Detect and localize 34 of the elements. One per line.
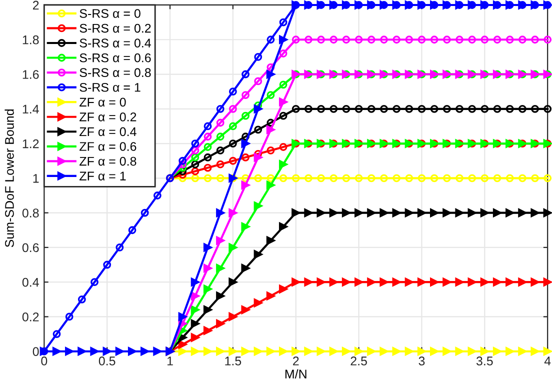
legend-label: ZF α = 1	[80, 172, 126, 180]
y-tick-label: 2	[32, 0, 39, 10]
y-tick-label: 0.2	[22, 312, 39, 322]
legend-label: S-RS α = 0.4	[80, 38, 151, 48]
x-tick-label: 0.5	[98, 356, 116, 366]
legend-label: ZF α = 0.2	[80, 112, 136, 122]
legend-label: S-RS α = 0.6	[80, 53, 151, 62]
legend-label: ZF α = 0.4	[80, 127, 136, 136]
legend-label: ZF α = 0.8	[80, 156, 136, 166]
x-tick-label: 1	[167, 356, 173, 366]
x-tick-label: 3	[418, 356, 425, 366]
x-tick-label: 0	[41, 356, 48, 366]
y-tick-label: 0.4	[22, 278, 39, 287]
x-tick-label: 3.5	[476, 356, 493, 366]
x-axis-title: M/N	[285, 369, 306, 378]
y-tick-label: 1.2	[22, 139, 39, 148]
legend-label: ZF α = 0	[80, 98, 126, 107]
legend-label: S-RS α = 0.8	[80, 68, 151, 78]
legend-label: S-RS α = 1	[80, 82, 140, 92]
y-tick-label: 0.8	[22, 208, 39, 218]
x-tick-label: 2	[293, 356, 299, 366]
y-axis-title: Sum-SDoF Lower Bound	[4, 110, 14, 248]
x-tick-label: 4	[544, 356, 551, 366]
legend-label: S-RS α = 0	[80, 9, 140, 18]
legend-label: S-RS α = 0.2	[80, 24, 151, 33]
x-tick-label: 2.5	[350, 356, 367, 366]
y-tick-label: 0.6	[22, 243, 39, 252]
y-tick-label: 1.4	[22, 104, 39, 114]
y-tick-label: 0	[32, 347, 39, 356]
y-tick-label: 1.6	[22, 70, 39, 79]
y-tick-label: 1.8	[22, 35, 39, 44]
x-tick-label: 1.5	[225, 356, 242, 366]
legend-label: ZF α = 0.6	[80, 142, 136, 151]
y-tick-label: 1	[33, 174, 39, 183]
